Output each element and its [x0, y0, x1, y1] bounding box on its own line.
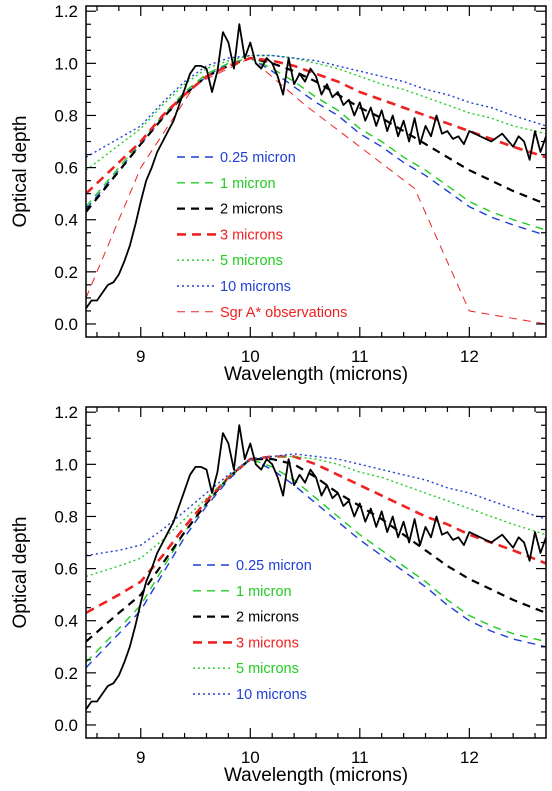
y-tick-label: 0.6	[54, 560, 78, 579]
y-tick-label: 0.2	[54, 664, 78, 683]
legend-label: 5 microns	[220, 253, 283, 269]
x-tick-label: 9	[136, 748, 145, 767]
y-axis-title: Optical depth	[10, 517, 31, 629]
legend-label: 0.25 micron	[220, 150, 296, 166]
series-line-5	[86, 54, 546, 158]
series-line-0	[86, 57, 546, 237]
x-tick-label: 12	[460, 748, 479, 767]
y-tick-label: 0.4	[54, 211, 78, 230]
series-line-3	[86, 56, 546, 195]
legend-label: 2 microns	[220, 202, 283, 218]
series-line-4	[86, 455, 546, 578]
legend-label: 10 microns	[220, 279, 291, 295]
x-tick-label: 10	[241, 748, 260, 767]
y-tick-label: 0.4	[54, 612, 78, 631]
legend-label: 0.25 micron	[236, 558, 312, 574]
legend-label: 1 micron	[236, 584, 292, 600]
y-tick-label: 0.6	[54, 159, 78, 178]
observed-spectrum-line	[86, 424, 546, 710]
series-line-6	[86, 57, 546, 325]
series-line-1	[86, 57, 546, 231]
legend-label: 3 microns	[236, 635, 299, 651]
legend-label: Sgr A* observations	[220, 305, 347, 321]
y-tick-label: 0.2	[54, 263, 78, 282]
series-line-2	[86, 458, 546, 643]
series-line-1	[86, 458, 546, 663]
legend: 0.25 micron 1 micron 2 microns 3 microns 5 m…	[193, 558, 312, 703]
y-tick-label: 0.8	[54, 106, 78, 125]
legend-label: 5 microns	[236, 661, 299, 677]
series-line-2	[86, 56, 546, 213]
series-line-5	[86, 453, 546, 557]
series-line-4	[86, 54, 546, 171]
y-tick-label: 1.2	[54, 2, 78, 21]
y-tick-label: 1.0	[54, 54, 78, 73]
y-axis-title: Optical depth	[10, 116, 31, 228]
x-tick-label: 11	[351, 748, 369, 767]
x-axis-title: Wavelength (microns)	[224, 364, 408, 385]
top-panel: 9 10 11 12 0.0 0.2 0.4 0.6 0.8 1.0 1.2 Wavelength (…	[10, 2, 547, 385]
legend-label: 1 micron	[220, 176, 276, 192]
x-tick-label: 9	[136, 347, 145, 366]
legend-label: 3 microns	[220, 227, 283, 243]
x-tick-label: 11	[351, 347, 369, 366]
series-line-0	[86, 458, 546, 669]
x-axis-title: Wavelength (microns)	[224, 765, 408, 786]
y-tick-label: 1.2	[54, 403, 78, 422]
x-tick-label: 10	[241, 347, 260, 366]
y-tick-label: 1.0	[54, 455, 78, 474]
series-line-3	[86, 455, 546, 615]
observed-spectrum-line	[86, 23, 546, 309]
x-tick-label: 12	[460, 347, 479, 366]
legend-label: 2 microns	[236, 610, 299, 626]
bottom-panel: 9 10 11 12 0.0 0.2 0.4 0.6 0.8 1.0 1.2 Wavelength (…	[10, 403, 547, 786]
y-tick-label: 0.0	[54, 315, 78, 334]
legend-label: 10 microns	[236, 687, 307, 703]
plot-frame	[85, 5, 547, 338]
y-tick-label: 0.8	[54, 507, 78, 526]
legend: 0.25 micron 1 micron 2 microns 3 microns 5 m…	[177, 150, 347, 321]
y-tick-label: 0.0	[54, 716, 78, 735]
